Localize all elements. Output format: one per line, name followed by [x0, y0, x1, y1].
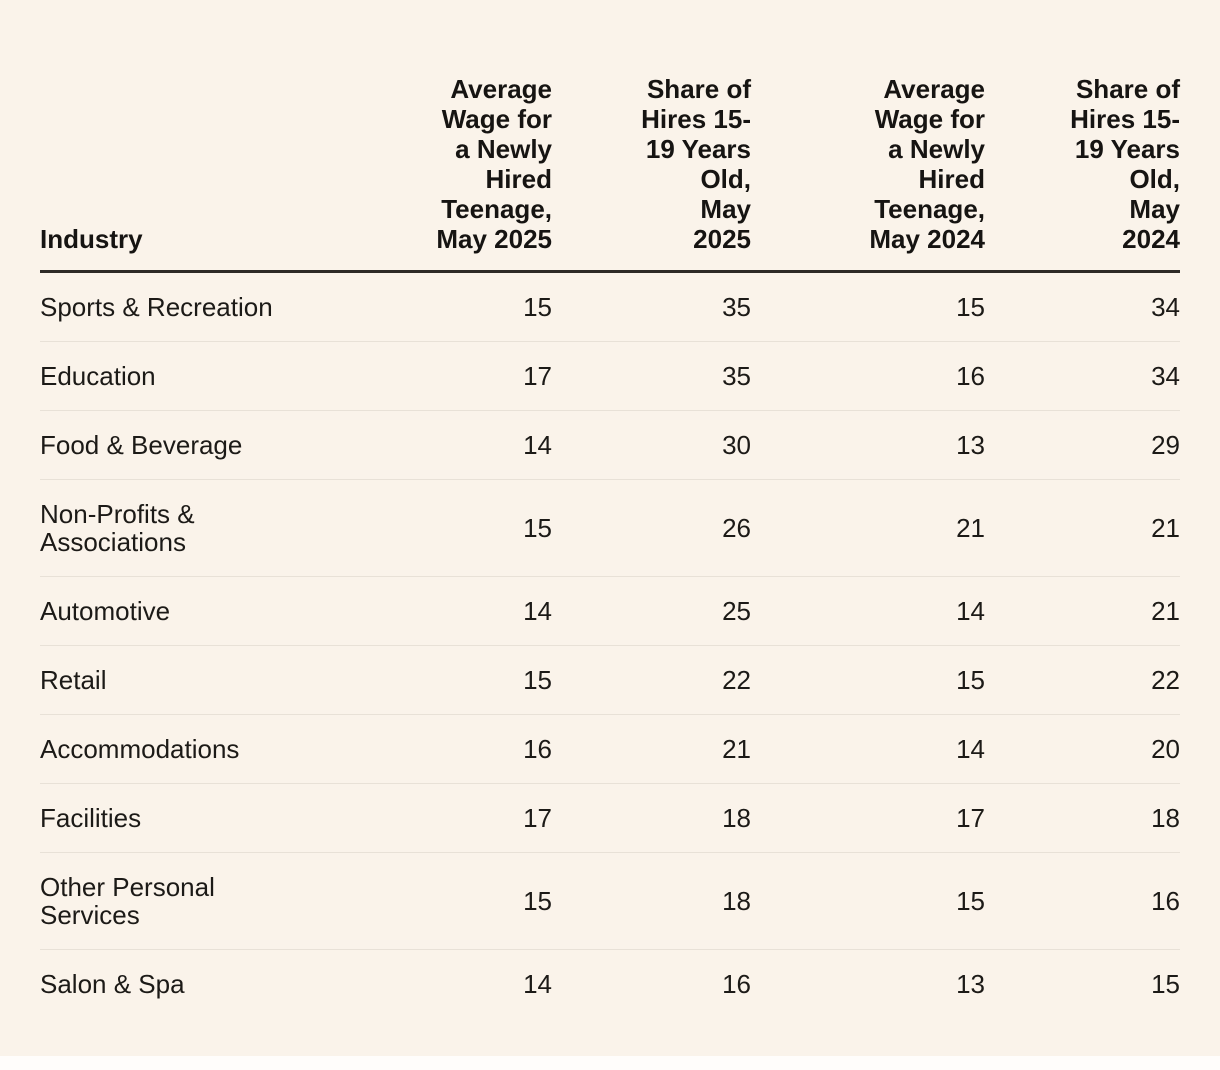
- avg-wage-2025-cell: 16: [370, 714, 552, 784]
- industry-hiring-table: Industry Average Wage for a Newly Hired …: [40, 74, 1180, 1018]
- share-hires-2024-cell: 34: [985, 341, 1180, 411]
- industry-cell: Automotive: [40, 576, 370, 646]
- share-hires-2024-cell: 34: [985, 271, 1180, 342]
- industry-cell: Other Personal Services: [40, 852, 370, 950]
- industry-label: Automotive: [40, 596, 171, 626]
- share-hires-2025-cell: 26: [552, 479, 751, 577]
- avg-wage-2025-cell: 15: [370, 271, 552, 342]
- industry-label: Other Personal Services: [40, 872, 215, 930]
- industry-cell: Education: [40, 341, 370, 411]
- industry-cell: Non-Profits & Associations: [40, 479, 370, 577]
- industry-label: Retail: [40, 665, 107, 695]
- industry-cell: Facilities: [40, 783, 370, 853]
- share-hires-2024-cell: 16: [985, 852, 1180, 950]
- avg-wage-2025-cell: 15: [370, 852, 552, 950]
- avg-wage-2024-cell: 17: [751, 783, 985, 853]
- column-header-share-hires-2025: Share of Hires 15- 19 Years Old, May 202…: [552, 74, 751, 273]
- avg-wage-2024-cell: 15: [751, 645, 985, 715]
- avg-wage-2024-cell: 14: [751, 576, 985, 646]
- column-header-label: Industry: [40, 224, 143, 254]
- industry-label: Non-Profits & Associations: [40, 499, 195, 557]
- avg-wage-2025-cell: 17: [370, 341, 552, 411]
- avg-wage-2024-cell: 14: [751, 714, 985, 784]
- column-header-label: Share of Hires 15- 19 Years Old, May 202…: [1070, 74, 1180, 254]
- share-hires-2025-cell: 21: [552, 714, 751, 784]
- share-hires-2025-cell: 22: [552, 645, 751, 715]
- avg-wage-2024-cell: 15: [751, 852, 985, 950]
- industry-cell: Sports & Recreation: [40, 271, 370, 342]
- share-hires-2025-cell: 16: [722, 969, 751, 999]
- avg-wage-2025-cell: 14: [523, 969, 552, 999]
- industry-label: Food & Beverage: [40, 430, 243, 460]
- table-row: Education 17 35 16 34: [40, 341, 1180, 411]
- table-row: Non-Profits & Associations 15 26 21 21: [40, 479, 1180, 577]
- industry-cell: Accommodations: [40, 714, 370, 784]
- table-row: Facilities 17 18 17 18: [40, 783, 1180, 853]
- header-row: Industry Average Wage for a Newly Hired …: [40, 74, 1180, 273]
- share-hires-2024-cell: 21: [985, 479, 1180, 577]
- industry-label: Accommodations: [40, 734, 240, 764]
- industry-label: Sports & Recreation: [40, 292, 273, 322]
- share-hires-2025-cell: 35: [552, 271, 751, 342]
- industry-cell: Retail: [40, 645, 370, 715]
- industry-label: Facilities: [40, 803, 142, 833]
- share-hires-2024-cell: 29: [985, 410, 1180, 480]
- avg-wage-2025-cell: 15: [370, 479, 552, 577]
- avg-wage-2025-cell: 14: [370, 576, 552, 646]
- share-hires-2024-cell: 18: [985, 783, 1180, 853]
- avg-wage-2025-cell: 14: [370, 410, 552, 480]
- avg-wage-2024-cell: 13: [751, 410, 985, 480]
- column-header-avg-wage-may-2025: Average Wage for a Newly Hired Teenage, …: [370, 74, 552, 273]
- share-hires-2024-cell: 15: [1151, 969, 1180, 999]
- share-hires-2024-cell: 20: [985, 714, 1180, 784]
- avg-wage-2024-cell: 15: [751, 271, 985, 342]
- column-header-label: Average Wage for a Newly Hired Teenage, …: [436, 74, 552, 254]
- table-row: Automotive 14 25 14 21: [40, 576, 1180, 646]
- table-row: Other Personal Services 15 18 15 16: [40, 852, 1180, 950]
- column-header-share-hires-2024: Share of Hires 15- 19 Years Old, May 202…: [985, 74, 1180, 273]
- share-hires-2025-cell: 30: [552, 410, 751, 480]
- column-header-industry: Industry: [40, 74, 370, 273]
- table-row: Sports & Recreation 15 35 15 34: [40, 271, 1180, 342]
- avg-wage-2025-cell: 17: [370, 783, 552, 853]
- share-hires-2025-cell: 35: [552, 341, 751, 411]
- table-row: Accommodations 16 21 14 20: [40, 714, 1180, 784]
- industry-cell: Food & Beverage: [40, 410, 370, 480]
- share-hires-2025-cell: 18: [552, 783, 751, 853]
- share-hires-2025-cell: 25: [552, 576, 751, 646]
- avg-wage-2024-cell: 21: [751, 479, 985, 577]
- avg-wage-2025-cell: 15: [370, 645, 552, 715]
- table-row: Retail 15 22 15 22: [40, 645, 1180, 715]
- avg-wage-2024-cell: 16: [751, 341, 985, 411]
- share-hires-2024-cell: 21: [985, 576, 1180, 646]
- table-row: Food & Beverage 14 30 13 29: [40, 410, 1180, 480]
- share-hires-2025-cell: 18: [552, 852, 751, 950]
- industry-label: Salon & Spa: [40, 969, 185, 999]
- column-header-label: Average Wage for a Newly Hired Teenage, …: [869, 74, 985, 254]
- column-header-avg-wage-may-2024: Average Wage for a Newly Hired Teenage, …: [751, 74, 985, 273]
- industry-cell: Salon & Spa: [40, 950, 370, 1019]
- share-hires-2024-cell: 22: [985, 645, 1180, 715]
- table-row: Salon & Spa 14 16 13 15: [40, 950, 1180, 1019]
- avg-wage-2024-cell: 13: [956, 969, 985, 999]
- column-header-label: Share of Hires 15- 19 Years Old, May 202…: [641, 74, 751, 254]
- industry-label: Education: [40, 361, 156, 391]
